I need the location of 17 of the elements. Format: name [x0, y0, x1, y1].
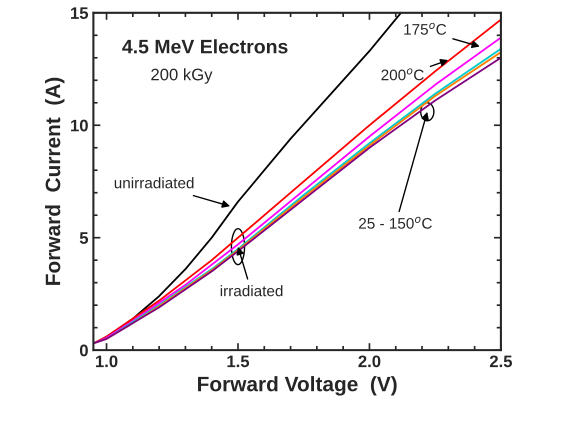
annotation: 200$^{o}$C	[381, 68, 424, 80]
y-tick-label: 0	[80, 344, 88, 356]
y-tick-label: 15	[71, 7, 88, 20]
x-tick-label: 2.0	[358, 355, 380, 368]
text: 4.5 MeV Electrons	[122, 39, 288, 54]
y-tick-label: 10	[71, 120, 88, 132]
annotation: unirradiated	[114, 177, 194, 188]
y-axis-title: Forward Current (A)	[45, 78, 64, 285]
annotation: 200 kGy	[151, 68, 212, 84]
annotation: irradiated	[220, 285, 282, 296]
x-axis-title: Forward Voltage (V)	[198, 376, 397, 396]
x-tick-label: 1.0	[96, 355, 118, 368]
x-tick-label: 2.5	[490, 355, 512, 368]
x-tick-label: 1.5	[227, 356, 250, 368]
annotation: 25 - 150$^{o}$C	[359, 216, 432, 229]
y-tick-label: 5	[80, 232, 88, 244]
annotation: 175$^{o}$C	[404, 22, 446, 35]
